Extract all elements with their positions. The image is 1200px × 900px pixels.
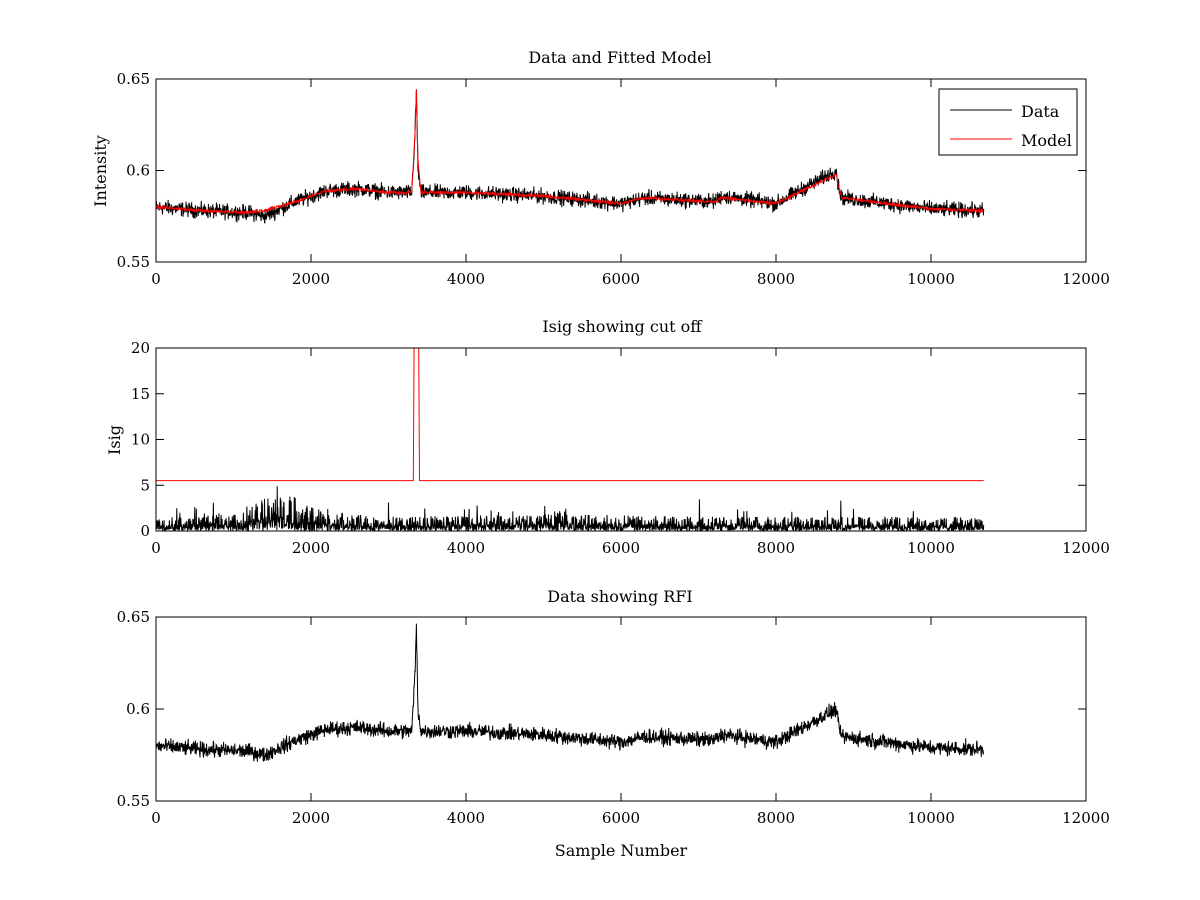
- y-tick-label: 20: [131, 339, 150, 357]
- x-tick-label: 4000: [447, 539, 485, 557]
- y-tick-label: 0.6: [126, 162, 150, 180]
- x-ticks: 0 2000 4000 6000 8000 10000 12000: [151, 617, 1110, 827]
- x-ticks: 0 2000 4000 6000 8000 10000 12000: [151, 348, 1110, 557]
- x-tick-label: 2000: [292, 809, 330, 827]
- plot-area: [156, 623, 985, 762]
- y-tick-label: 0.55: [117, 253, 150, 271]
- data-series-line: [156, 89, 985, 224]
- y-tick-label: 10: [131, 431, 150, 449]
- legend-label-data: Data: [1021, 102, 1060, 121]
- x-tick-label: 0: [151, 809, 161, 827]
- y-tick-label: 5: [140, 476, 150, 494]
- y-ticks: 0 5 10 15 20: [131, 339, 1086, 540]
- x-tick-label: 2000: [292, 270, 330, 288]
- x-axis-label: Sample Number: [555, 841, 688, 860]
- y-tick-label: 15: [131, 385, 150, 403]
- y-ticks: 0.55 0.6 0.65: [117, 70, 1086, 271]
- y-tick-label: 0.55: [117, 792, 150, 810]
- panel-rfi: Data showing RFI 0 2000 4000 6000 8000 10000 1…: [117, 587, 1110, 860]
- x-ticks: 0 2000 4000 6000 8000 10000 12000: [151, 79, 1110, 288]
- x-tick-label: 0: [151, 539, 161, 557]
- panel-isig: Isig showing cut off Isig 0 2000 4000 6000 8…: [105, 317, 1110, 557]
- chart-title: Data and Fitted Model: [528, 48, 711, 67]
- legend-label-model: Model: [1021, 131, 1072, 150]
- y-tick-label: 0.65: [117, 608, 150, 626]
- x-tick-label: 10000: [907, 539, 955, 557]
- y-axis-label: Isig: [105, 425, 124, 455]
- series-2-series-line: [156, 348, 984, 482]
- series-1-series-line: [156, 623, 985, 762]
- x-tick-label: 10000: [907, 809, 955, 827]
- x-tick-label: 4000: [447, 270, 485, 288]
- x-tick-label: 2000: [292, 539, 330, 557]
- x-tick-label: 6000: [602, 809, 640, 827]
- x-tick-label: 0: [151, 270, 161, 288]
- x-tick-label: 12000: [1062, 270, 1110, 288]
- plot-area: [156, 89, 985, 224]
- x-tick-label: 12000: [1062, 539, 1110, 557]
- x-tick-label: 10000: [907, 270, 955, 288]
- chart-title: Data showing RFI: [547, 587, 692, 606]
- x-tick-label: 8000: [757, 539, 795, 557]
- y-tick-label: 0.6: [126, 700, 150, 718]
- chart-title: Isig showing cut off: [542, 317, 703, 336]
- model-series-line: [156, 89, 984, 216]
- x-tick-label: 6000: [602, 539, 640, 557]
- x-tick-label: 4000: [447, 809, 485, 827]
- y-axis-label: Intensity: [91, 135, 110, 207]
- panel-data-and-model: Data and Fitted Model Intensity 0 2000 400…: [91, 48, 1110, 288]
- series-1-series-line: [156, 486, 985, 531]
- x-tick-label: 12000: [1062, 809, 1110, 827]
- x-tick-label: 8000: [757, 270, 795, 288]
- legend: Data Model: [938, 88, 1078, 156]
- legend-box: [938, 88, 1078, 156]
- y-ticks: 0.55 0.6 0.65: [117, 608, 1086, 810]
- axes-box: [155, 616, 1087, 802]
- x-tick-label: 6000: [602, 270, 640, 288]
- y-tick-label: 0: [140, 522, 150, 540]
- plot-area: [156, 348, 985, 531]
- x-tick-label: 8000: [757, 809, 795, 827]
- y-tick-label: 0.65: [117, 70, 150, 88]
